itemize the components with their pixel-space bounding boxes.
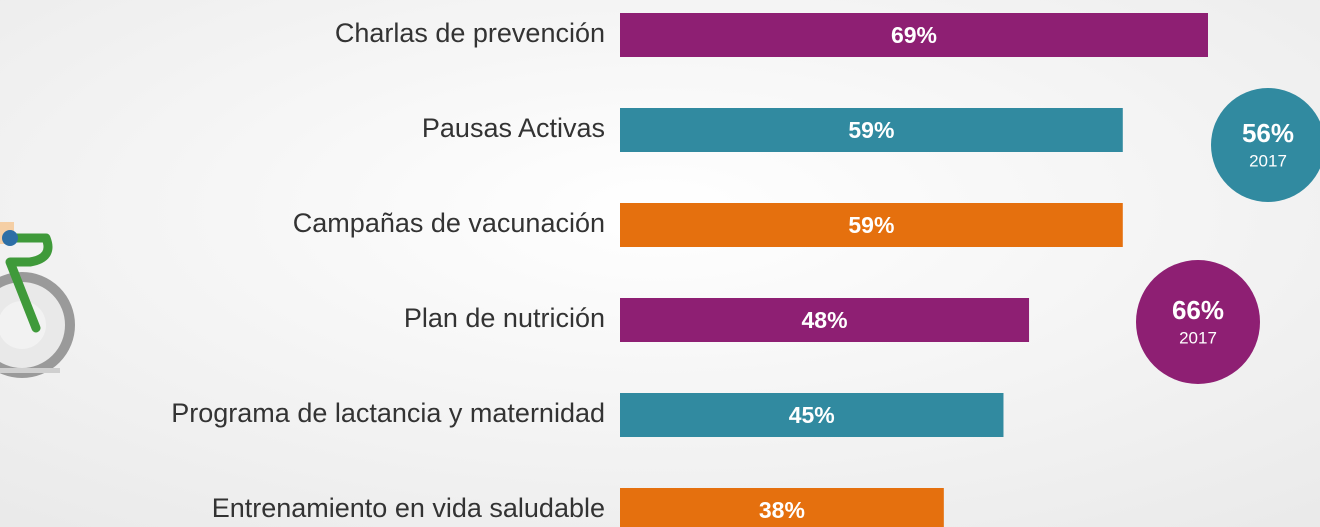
value-label: 69% <box>891 22 937 48</box>
bar <box>620 298 1030 342</box>
value-label: 59% <box>848 212 894 238</box>
bubble <box>1211 88 1320 202</box>
bubble-value: 56% <box>1242 118 1294 148</box>
category-label: Programa de lactancia y maternidad <box>171 398 605 428</box>
bar <box>620 203 1123 247</box>
bar <box>620 13 1208 57</box>
value-label: 38% <box>759 497 805 523</box>
category-label: Charlas de prevención <box>335 18 605 48</box>
bar <box>620 488 944 527</box>
bubble <box>1136 260 1260 384</box>
category-label: Pausas Activas <box>422 113 605 143</box>
value-label: 48% <box>801 307 847 333</box>
bubble-year: 2017 <box>1179 328 1217 347</box>
bubble-value: 66% <box>1172 295 1224 325</box>
bar <box>620 108 1123 152</box>
bubble-year: 2017 <box>1249 151 1287 170</box>
value-label: 59% <box>848 117 894 143</box>
category-label: Campañas de vacunación <box>293 208 605 238</box>
category-label: Plan de nutrición <box>404 303 605 333</box>
value-label: 45% <box>789 402 835 428</box>
bicycle-icon <box>0 222 75 378</box>
bar <box>620 393 1004 437</box>
category-label: Entrenamiento en vida saludable <box>212 493 605 523</box>
